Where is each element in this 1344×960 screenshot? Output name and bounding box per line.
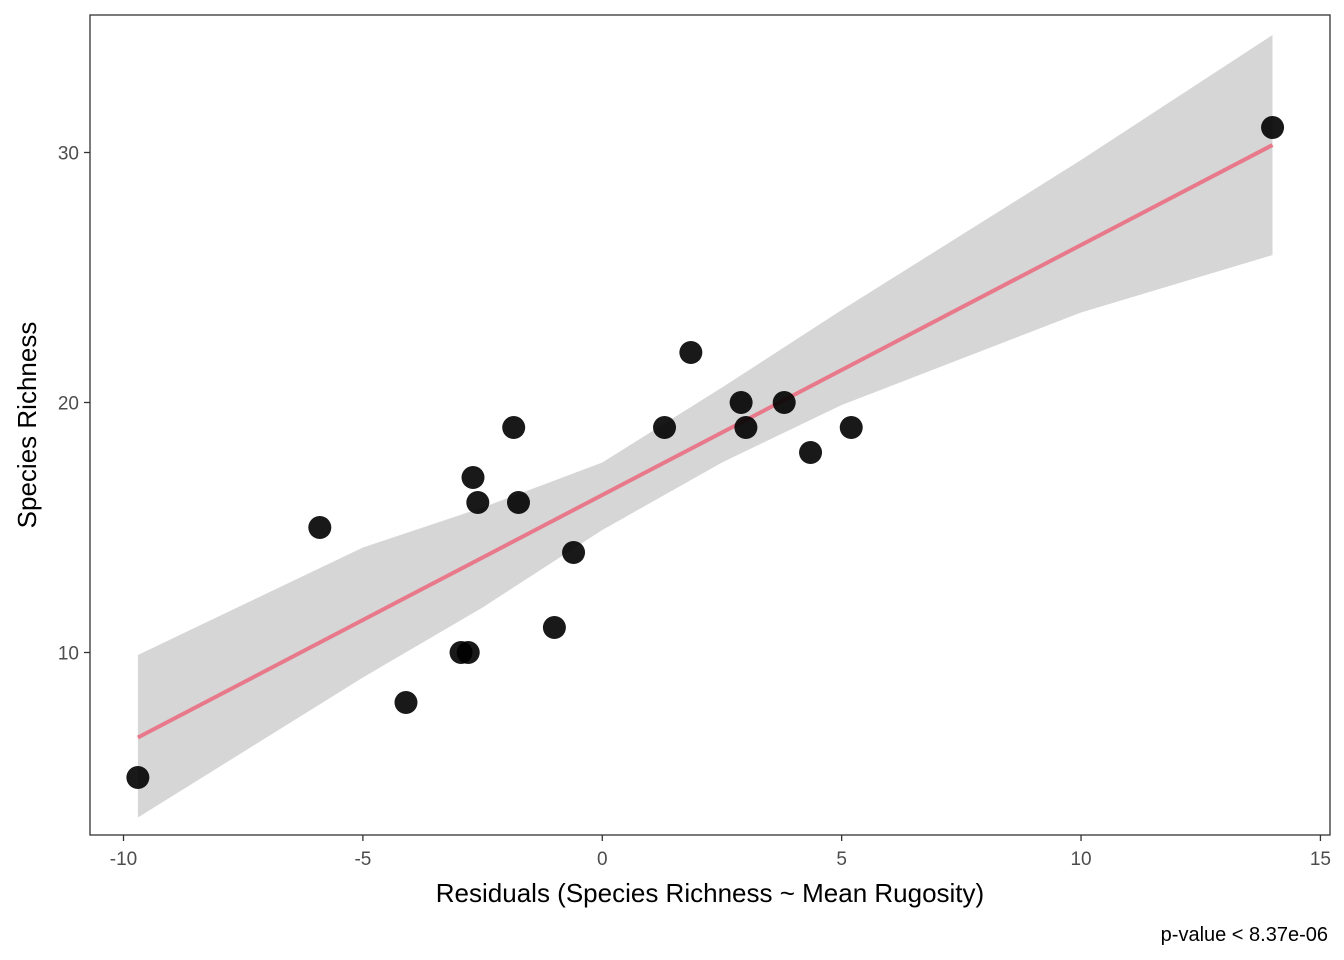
data-point xyxy=(679,341,703,364)
y-tick-label: 30 xyxy=(58,144,79,165)
x-tick-label: 0 xyxy=(597,849,608,870)
data-points-layer xyxy=(126,116,1285,789)
data-point xyxy=(502,416,526,439)
x-tick-label: 5 xyxy=(836,849,847,870)
confidence-band xyxy=(137,35,1273,818)
p-value-caption: p-value < 8.37e-06 xyxy=(1161,924,1328,946)
data-point xyxy=(308,516,332,539)
data-point xyxy=(542,616,566,639)
y-tick-label: 10 xyxy=(58,644,79,665)
data-point xyxy=(734,416,758,439)
y-tick-label: 20 xyxy=(58,394,79,415)
data-point xyxy=(466,491,490,514)
x-axis-ticks: -10 -5 0 5 10 15 xyxy=(110,835,1331,870)
data-point xyxy=(799,441,823,464)
regression-line xyxy=(136,143,1274,740)
x-tick-label: -10 xyxy=(110,849,137,870)
fit-line-layer xyxy=(136,143,1274,740)
x-tick-label: 10 xyxy=(1070,849,1091,870)
data-point xyxy=(456,641,480,664)
x-tick-label: 15 xyxy=(1310,849,1331,870)
data-point xyxy=(1261,116,1285,139)
data-point xyxy=(394,691,418,714)
y-axis-ticks: 10 20 30 xyxy=(58,144,90,665)
data-point xyxy=(506,491,530,514)
data-point xyxy=(839,416,863,439)
panel-border xyxy=(89,14,1331,836)
data-point xyxy=(729,391,753,414)
data-point xyxy=(653,416,677,439)
x-tick-label: -5 xyxy=(354,849,371,870)
data-point xyxy=(562,541,586,564)
x-axis-title: Residuals (Species Richness ~ Mean Rugos… xyxy=(436,878,984,908)
data-point xyxy=(126,766,150,789)
data-point xyxy=(461,466,485,489)
y-axis-title: Species Richness xyxy=(12,322,42,529)
data-point xyxy=(772,391,796,414)
confidence-band-layer xyxy=(137,35,1273,818)
